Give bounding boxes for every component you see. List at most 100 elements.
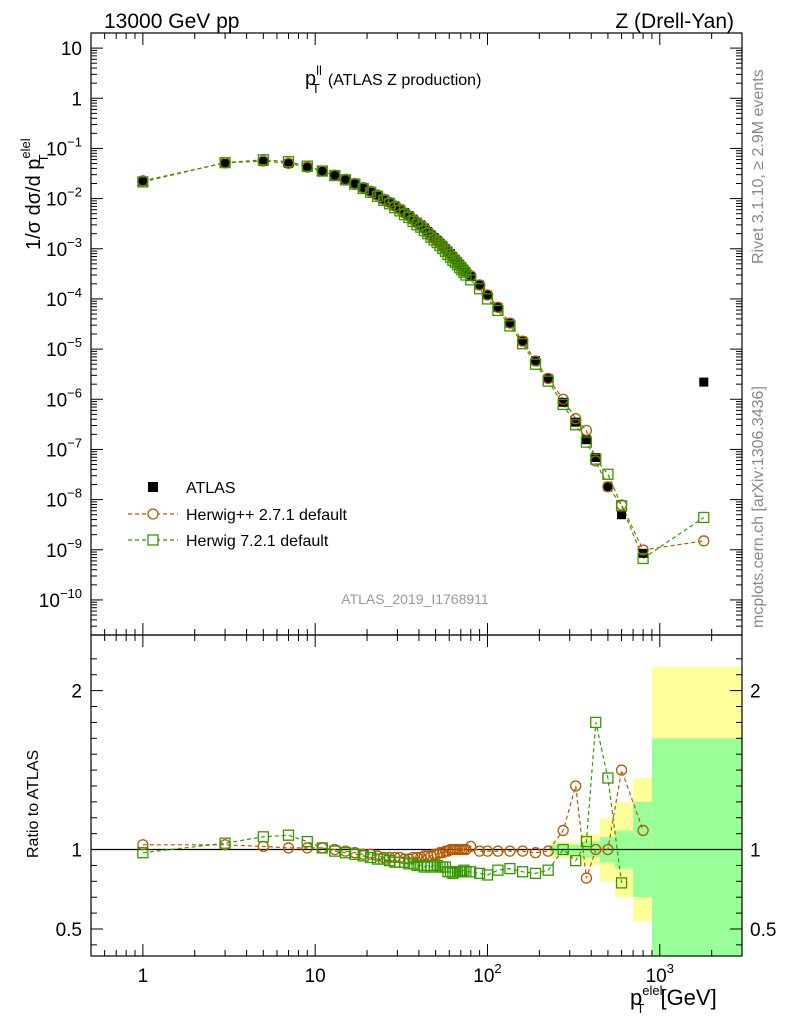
herwigpp-ratio-point xyxy=(473,845,486,857)
herwig7-point xyxy=(422,228,434,240)
herwig7-ratio-point xyxy=(517,866,529,878)
herwigpp-ratio-point xyxy=(570,780,582,792)
atlas-point xyxy=(543,373,553,383)
herwigpp-ratio-point xyxy=(282,842,295,854)
axes: 1 10 102 103 10 1 10−1 10−2 10−3 10−4 10−5 10−6 10−7… xyxy=(39,32,776,987)
y-tick-label: 10−2 xyxy=(46,185,82,211)
plot-title: pll T (ATLAS Z production) xyxy=(305,63,481,96)
y-tick-label: 10−10 xyxy=(39,586,82,612)
herwigpp-ratio-point xyxy=(580,872,593,884)
atlas-point xyxy=(373,190,383,200)
herwig7-point xyxy=(602,468,614,480)
herwigpp-ratio-point xyxy=(529,847,542,859)
herwig7-ratio-point xyxy=(557,843,569,856)
atlas-point xyxy=(366,186,376,196)
herwig7-ratio-point xyxy=(542,864,554,876)
herwig7-point xyxy=(316,165,328,177)
herwig7-point xyxy=(529,358,542,370)
legend: ATLAS Herwig++ 2.7.1 default Herwig 7.2.1 … xyxy=(128,480,348,550)
atlas-point xyxy=(330,170,340,180)
herwig7-ratio-point xyxy=(407,858,419,870)
ratio-y-tick-label: 0.5 xyxy=(56,920,82,941)
herwig7-point xyxy=(219,156,231,169)
legend-label: Herwig++ 2.7.1 default xyxy=(186,507,348,524)
herwig7-point xyxy=(698,511,710,524)
herwig7-point xyxy=(590,453,602,465)
herwig7-ratio-point xyxy=(602,772,614,784)
herwig7-ratio-point xyxy=(590,716,602,729)
atlas-point xyxy=(493,302,503,312)
herwig7-point xyxy=(615,500,628,512)
herwig7-point xyxy=(365,186,377,199)
herwig7-point xyxy=(570,419,582,431)
herwig7-point xyxy=(301,160,313,172)
energy-label: 13000 GeV pp xyxy=(104,10,239,33)
herwig7-ratio-point xyxy=(137,847,149,859)
process-label: Z (Drell-Yan) xyxy=(615,10,734,33)
herwig7-ratio-point xyxy=(580,835,593,848)
plot-title-sup: ll xyxy=(316,63,322,78)
herwig7-ratio-point xyxy=(257,831,269,843)
herwigpp-ratio-point xyxy=(504,845,516,857)
herwig7-point xyxy=(504,320,516,332)
herwigpp-ratio-point xyxy=(637,824,649,837)
atlas-point xyxy=(603,482,613,492)
herwig7-point xyxy=(557,398,569,411)
herwigpp-ratio-point xyxy=(428,848,440,860)
herwig7-ratio-point xyxy=(371,853,384,865)
herwig7-line xyxy=(142,159,705,560)
atlas-point xyxy=(591,453,601,463)
plot-title-sub: T xyxy=(312,81,320,96)
atlas-point xyxy=(379,194,389,204)
ratio-y-tick-label: 1 xyxy=(71,841,82,862)
atlas-point xyxy=(505,318,515,328)
herwig7-point xyxy=(349,178,361,190)
atlas-point xyxy=(283,159,293,169)
atlas-point xyxy=(302,162,312,172)
herwig7-point xyxy=(473,283,486,295)
herwig7-point xyxy=(407,215,419,228)
x-tick-label: 1 xyxy=(138,966,149,987)
ratio-y-tick-label: 2 xyxy=(71,682,82,703)
atlas-point xyxy=(350,179,360,188)
atlas-point xyxy=(138,176,148,186)
herwig7-point xyxy=(465,274,477,286)
atlas-point xyxy=(341,175,351,185)
herwig7-point xyxy=(637,552,649,565)
rivet-version-label: Rivet 3.1.10, ≥ 2.9M events xyxy=(750,69,767,264)
atlas-point xyxy=(518,336,528,346)
herwig7-point xyxy=(257,154,269,166)
herwig7-ratio-point xyxy=(425,861,437,873)
herwigpp-ratio-point xyxy=(615,764,628,776)
ratio-y-tick-label-right: 0.5 xyxy=(750,920,776,941)
y-tick-label: 10−6 xyxy=(46,385,82,411)
atlas-point xyxy=(699,377,709,387)
band-inner-5 xyxy=(651,738,742,956)
legend-atlas-marker xyxy=(148,482,158,492)
herwig7-ratio-point xyxy=(316,842,328,854)
herwig7-point xyxy=(329,169,341,182)
ratio-uncertainty-bands xyxy=(549,666,742,956)
herwigpp-ratio-point xyxy=(517,845,529,857)
main-plot-marks xyxy=(137,154,710,565)
ratio-plot-marks xyxy=(91,716,742,889)
herwigpp-ratio-point xyxy=(301,842,313,854)
x-axis-label: pelel T [GeV] xyxy=(630,983,717,1016)
herwig7-ratio-point xyxy=(615,877,628,889)
atlas-point xyxy=(558,397,568,407)
herwig7-point xyxy=(403,211,415,224)
herwig7-ratio-point xyxy=(570,855,582,867)
y-tick-label: 10−5 xyxy=(46,335,82,361)
atlas-point xyxy=(461,267,471,277)
herwig7-ratio-point xyxy=(282,829,295,841)
plot-title-base: p xyxy=(305,68,316,90)
x-tick-label: 103 xyxy=(646,961,674,987)
herwig7-ratio-point xyxy=(465,866,477,878)
herwig7-ratio-point xyxy=(504,862,516,875)
atlas-point xyxy=(358,183,368,193)
herwigpp-ratio-point xyxy=(465,840,477,853)
herwig7-point xyxy=(458,266,470,278)
x-tick-label: 10 xyxy=(305,966,326,987)
analysis-id: ATLAS_2019_I1768911 xyxy=(341,591,489,607)
